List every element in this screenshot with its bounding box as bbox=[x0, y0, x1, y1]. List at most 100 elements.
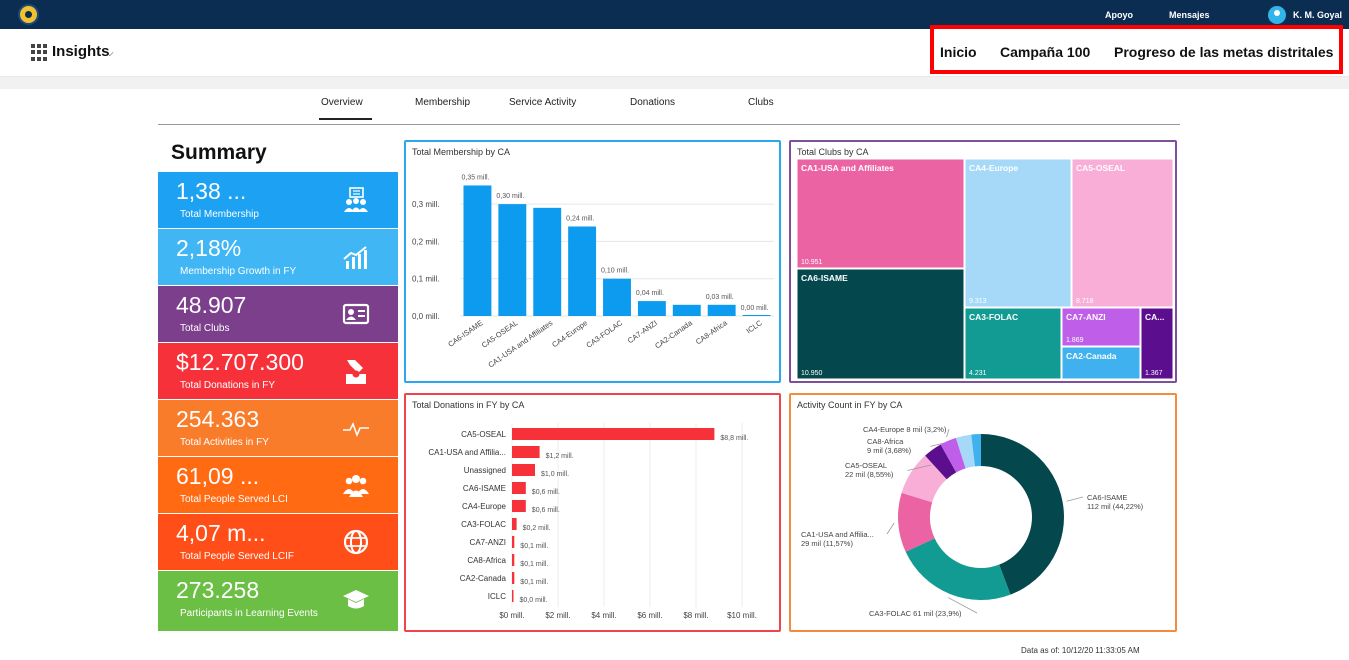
kpi-value: 1,38 ... bbox=[176, 178, 247, 204]
x-tick-label: CA6-ISAME bbox=[446, 318, 484, 349]
bar-value-label: 0,24 mill. bbox=[566, 215, 594, 222]
tab-service-activity[interactable]: Service Activity bbox=[509, 97, 577, 108]
messages-link[interactable]: Mensajes bbox=[1169, 10, 1210, 20]
y-tick-label: CA5-OSEAL bbox=[461, 430, 506, 439]
app-title[interactable]: Insights bbox=[52, 43, 110, 60]
treemap-cell bbox=[964, 158, 1072, 308]
bar bbox=[498, 204, 527, 316]
bar bbox=[512, 428, 715, 440]
bar-value-label: 0,03 mill. bbox=[706, 294, 734, 301]
kpi-value: 2,18% bbox=[176, 235, 242, 261]
y-tick-label: CA3-FOLAC bbox=[461, 520, 506, 529]
donut-label: CA5-OSEAL bbox=[845, 461, 887, 470]
app-launcher-icon[interactable] bbox=[31, 44, 48, 61]
treemap-cell-value: 10.951 bbox=[801, 259, 823, 266]
x-tick-label: CA3-FOLAC bbox=[585, 318, 625, 350]
nav-home[interactable]: Inicio bbox=[940, 44, 977, 60]
kpi-label: Total People Served LCI bbox=[180, 494, 288, 505]
user-name[interactable]: K. M. Goyal bbox=[1293, 10, 1343, 20]
donut-label: 29 mil (11,57%) bbox=[801, 539, 853, 548]
bar bbox=[568, 226, 597, 316]
x-tick-label: CA7-ANZI bbox=[626, 318, 659, 345]
x-tick-label: $10 mill. bbox=[727, 611, 757, 620]
kpi-total-clubs[interactable]: 48.907 Total Clubs bbox=[158, 286, 398, 342]
y-tick-label: 0,3 mill. bbox=[412, 200, 440, 209]
tab-donations[interactable]: Donations bbox=[630, 97, 676, 108]
activity-chart-title: Activity Count in FY by CA bbox=[797, 400, 903, 410]
treemap-cell bbox=[964, 307, 1062, 380]
kpi-label: Total Activities in FY bbox=[180, 437, 269, 448]
tab-active-indicator bbox=[319, 118, 372, 120]
nav-district-goals[interactable]: Progreso de las metas distritales bbox=[1114, 44, 1334, 60]
membership-by-ca-panel: Total Membership by CA 0,0 mill. 0,1 mill… bbox=[404, 140, 781, 383]
donation-icon bbox=[346, 360, 366, 384]
donut-leader-line bbox=[947, 597, 978, 614]
treemap-cell-value: 1.367 bbox=[1145, 370, 1163, 377]
kpi-total-activities[interactable]: 254.363 Total Activities in FY bbox=[158, 400, 398, 456]
kpi-value: $12.707.300 bbox=[176, 349, 304, 375]
bar bbox=[512, 590, 514, 602]
bar-value-label: $0,6 mill. bbox=[532, 489, 560, 496]
y-tick-label: 0,1 mill. bbox=[412, 275, 440, 284]
membership-card-icon bbox=[344, 187, 368, 212]
tab-clubs[interactable]: Clubs bbox=[748, 97, 774, 108]
treemap-cell-value: 9.313 bbox=[969, 298, 987, 305]
support-link[interactable]: Apoyo bbox=[1105, 10, 1133, 20]
user-avatar-icon[interactable] bbox=[1268, 6, 1286, 24]
y-tick-label: CA6-ISAME bbox=[463, 484, 506, 493]
clubs-treemap: CA1-USA and Affiliates 10.951 CA6-ISAME 10.… bbox=[796, 158, 1174, 380]
kpi-people-served-lcif[interactable]: 4,07 m... Total People Served LCIF bbox=[158, 514, 398, 570]
kpi-label: Total Membership bbox=[180, 209, 259, 220]
donut-slice bbox=[955, 434, 975, 469]
bar-value-label: $1,0 mill. bbox=[541, 471, 569, 478]
kpi-label: Total People Served LCIF bbox=[180, 551, 294, 562]
donut-leader-line bbox=[907, 464, 932, 471]
bar-value-label: $0,2 mill. bbox=[523, 525, 551, 532]
bar-value-label: 0,30 mill. bbox=[496, 193, 524, 200]
bar-value-label: $0,0 mill. bbox=[520, 597, 548, 604]
membership-chart-title: Total Membership by CA bbox=[412, 147, 511, 157]
donut-slice bbox=[898, 492, 935, 552]
nav-campaign-100[interactable]: Campaña 100 bbox=[1000, 44, 1091, 60]
kpi-value: 61,09 ... bbox=[176, 463, 260, 489]
treemap-cell-value: 1.869 bbox=[1066, 337, 1084, 344]
y-tick-label: ICLC bbox=[488, 592, 506, 601]
kpi-value: 254.363 bbox=[176, 406, 260, 432]
y-tick-label: CA4-Europe bbox=[462, 502, 507, 511]
treemap-cell bbox=[1140, 307, 1174, 380]
donut-slice bbox=[901, 455, 947, 503]
bar-value-label: 0,35 mill. bbox=[461, 174, 489, 181]
treemap-cell-name: CA7-ANZI bbox=[1066, 312, 1106, 322]
tab-overview[interactable]: Overview bbox=[321, 97, 363, 108]
donut-label: 22 mil (8,55%) bbox=[845, 470, 894, 479]
lions-logo-icon[interactable] bbox=[18, 4, 39, 25]
header-separator bbox=[0, 77, 1349, 89]
kpi-membership-growth[interactable]: 2,18% Membership Growth in FY bbox=[158, 229, 398, 285]
kpi-total-membership[interactable]: 1,38 ... Total Membership bbox=[158, 172, 398, 228]
donut-leader-line bbox=[946, 428, 950, 438]
kpi-people-served-lci[interactable]: 61,09 ... Total People Served LCI bbox=[158, 457, 398, 513]
chevron-down-icon[interactable]: ⌵ bbox=[106, 48, 114, 59]
bar-value-label: $0,1 mill. bbox=[520, 561, 548, 568]
activity-pulse-icon bbox=[343, 421, 369, 438]
bar bbox=[512, 464, 535, 476]
kpi-label: Total Clubs bbox=[180, 323, 230, 334]
kpi-learning-participants[interactable]: 273.258 Participants in Learning Events bbox=[158, 571, 398, 631]
kpi-label: Membership Growth in FY bbox=[180, 266, 297, 277]
bar bbox=[707, 304, 736, 316]
bar bbox=[742, 315, 771, 316]
bar-value-label: 0,10 mill. bbox=[601, 268, 629, 275]
treemap-cell-name: CA1-USA and Affiliates bbox=[801, 163, 894, 173]
bar-value-label: 0,04 mill. bbox=[636, 290, 664, 297]
donut-label: CA8-Africa bbox=[867, 437, 904, 446]
x-tick-label: $8 mill. bbox=[683, 611, 708, 620]
bar-value-label: $0,1 mill. bbox=[520, 579, 548, 586]
kpi-total-donations[interactable]: $12.707.300 Total Donations in FY bbox=[158, 343, 398, 399]
tab-membership[interactable]: Membership bbox=[415, 97, 471, 108]
bar bbox=[512, 446, 540, 458]
nav-highlight-box bbox=[930, 25, 1343, 74]
bar bbox=[533, 207, 562, 316]
kpi-value: 48.907 bbox=[176, 292, 247, 318]
donut-slice bbox=[940, 437, 966, 473]
